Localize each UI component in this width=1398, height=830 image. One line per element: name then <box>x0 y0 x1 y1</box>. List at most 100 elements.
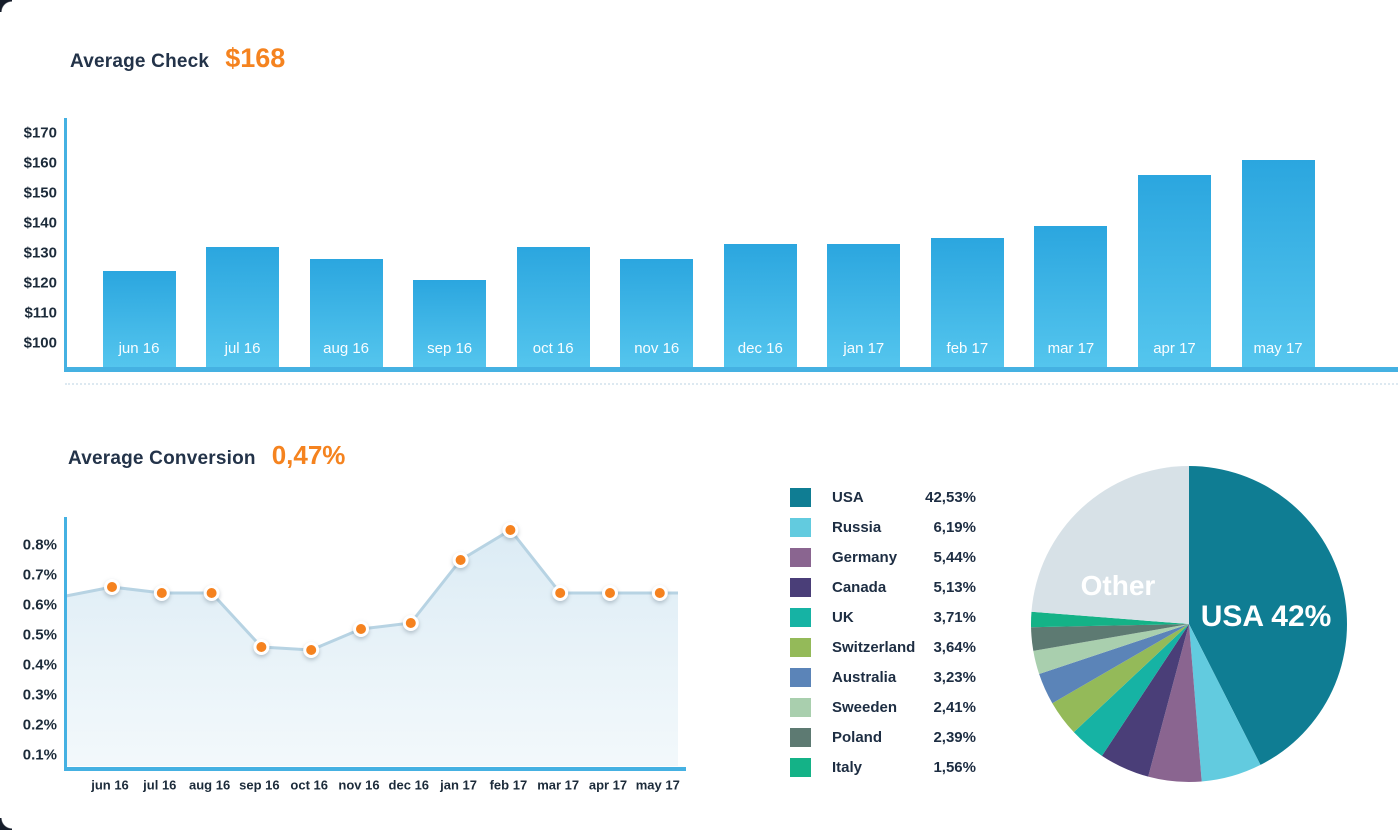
legend-country-name: Germany <box>832 548 898 566</box>
legend-item-poland[interactable]: Poland 2,39% <box>790 722 976 752</box>
line-x-tick-label: aug 16 <box>189 777 231 793</box>
line-x-tick-label: dec 16 <box>388 777 430 793</box>
bar-month-label: jul 16 <box>224 339 261 357</box>
bar-feb-17[interactable]: feb 17 <box>930 238 1004 369</box>
line-y-tick-label: 0.3% <box>22 686 57 704</box>
bar-jan-17[interactable]: jan 17 <box>827 244 901 369</box>
legend-item-italy[interactable]: Italy 1,56% <box>790 752 976 782</box>
legend-item-australia[interactable]: Australia 3,23% <box>790 662 976 692</box>
legend-swatch-italy <box>790 757 811 777</box>
legend-swatch-russia <box>790 517 811 537</box>
legend-item-canada[interactable]: Canada 5,13% <box>790 572 976 602</box>
pie-slice-canada[interactable] <box>1101 624 1189 777</box>
bar-dec-16[interactable]: dec 16 <box>723 244 797 369</box>
bar-may-17[interactable]: may 17 <box>1241 160 1315 369</box>
bar-nov-16[interactable]: nov 16 <box>620 259 694 369</box>
average-conversion-value: 0,47% <box>271 440 346 470</box>
bar-month-label: apr 17 <box>1153 339 1196 357</box>
legend-country-share: 3,64% <box>933 638 976 656</box>
legend-swatch-germany <box>790 547 811 567</box>
bar-month-label: oct 16 <box>532 339 574 357</box>
legend-country-name: Poland <box>832 728 883 746</box>
pie-slice-italy[interactable] <box>1031 611 1189 628</box>
line-x-tick-label: jun 16 <box>91 777 129 793</box>
pie-slice-poland[interactable] <box>1031 624 1189 651</box>
point-may-17[interactable] <box>651 585 668 601</box>
average-check-title: Average Check <box>70 51 210 72</box>
legend-country-name: Switzerland <box>832 638 916 656</box>
point-mar-17[interactable] <box>552 585 569 601</box>
pie-slice-sweeden[interactable] <box>1033 624 1189 675</box>
point-oct-16[interactable] <box>303 642 320 658</box>
line-x-tick-label: mar 17 <box>537 777 580 793</box>
legend-country-name: Sweeden <box>832 698 898 716</box>
average-conversion-header: Average Conversion 0,47% <box>68 440 345 471</box>
bar-jul-16[interactable]: jul 16 <box>206 247 280 369</box>
legend-country-share: 5,13% <box>933 578 976 596</box>
point-apr-17[interactable] <box>602 585 618 601</box>
point-nov-16[interactable] <box>353 621 369 637</box>
bar-aug-16[interactable]: aug 16 <box>309 259 383 369</box>
country-legend: USA 42,53% Russia 6,19% Germany 5,44% Canada 5,… <box>790 482 976 782</box>
bar-oct-16[interactable]: oct 16 <box>516 247 590 369</box>
legend-swatch-switzerland <box>790 637 811 657</box>
legend-country-share: 2,41% <box>933 698 976 716</box>
pie-slice-other[interactable] <box>1031 466 1189 624</box>
bar-y-tick-label: $160 <box>23 154 57 172</box>
bar-month-label: feb 17 <box>946 339 989 357</box>
legend-item-usa[interactable]: USA 42,53% <box>790 482 976 512</box>
bar-month-label: may 17 <box>1253 339 1303 357</box>
line-x-tick-label: apr 17 <box>588 777 628 793</box>
line-chart-line <box>65 528 678 652</box>
legend-swatch-australia <box>790 667 811 687</box>
legend-country-name: UK <box>832 608 854 626</box>
pie-slice-uk[interactable] <box>1073 624 1189 756</box>
pie-slice-usa[interactable] <box>1189 466 1347 765</box>
line-x-tick-label: may 17 <box>635 777 680 793</box>
bar-y-tick-label: $110 <box>24 304 57 322</box>
bar-y-tick-label: $120 <box>23 274 57 292</box>
line-y-tick-label: 0.4% <box>22 656 57 674</box>
line-x-tick-label: oct 16 <box>290 777 328 793</box>
pie-label-other: Other <box>1080 570 1156 601</box>
line-y-tick-label: 0.2% <box>22 716 57 734</box>
point-sep-16[interactable] <box>253 639 270 655</box>
legend-swatch-canada <box>790 577 811 597</box>
point-aug-16[interactable] <box>203 585 220 601</box>
pie-chart <box>1031 466 1347 782</box>
point-jan-17[interactable] <box>452 552 469 568</box>
bar-y-tick-label: $100 <box>23 334 57 352</box>
legend-item-germany[interactable]: Germany 5,44% <box>790 542 976 572</box>
pie-label-usa: USA 42% <box>1200 600 1332 633</box>
average-check-value: $168 <box>225 43 286 73</box>
point-feb-17[interactable] <box>502 522 519 538</box>
legend-item-uk[interactable]: UK 3,71% <box>790 602 976 632</box>
bar-month-label: sep 16 <box>427 339 473 357</box>
point-jul-16[interactable] <box>153 585 170 601</box>
legend-country-share: 3,23% <box>933 668 976 686</box>
line-chart <box>65 522 678 766</box>
bar-apr-17[interactable]: apr 17 <box>1138 175 1211 369</box>
legend-item-switzerland[interactable]: Switzerland 3,64% <box>790 632 976 662</box>
pie-slice-australia[interactable] <box>1039 624 1189 704</box>
bar-sep-16[interactable]: sep 16 <box>413 280 487 369</box>
pie-slice-russia[interactable] <box>1189 624 1261 782</box>
bar-mar-17[interactable]: mar 17 <box>1034 226 1108 369</box>
bar-chart-y-axis-line <box>64 118 67 369</box>
line-y-tick-label: 0.5% <box>22 626 57 644</box>
point-dec-16[interactable] <box>402 615 419 631</box>
legend-item-sweeden[interactable]: Sweeden 2,41% <box>790 692 976 722</box>
bar-month-label: dec 16 <box>737 339 783 357</box>
pie-slice-germany[interactable] <box>1148 624 1202 782</box>
line-x-tick-label: jul 16 <box>143 777 177 793</box>
legend-country-name: Canada <box>832 578 887 596</box>
bar-month-label: aug 16 <box>323 339 370 357</box>
pie-slice-switzerland[interactable] <box>1052 624 1189 733</box>
legend-country-name: Italy <box>832 758 863 776</box>
bar-month-label: mar 17 <box>1047 339 1095 357</box>
point-jun-16[interactable] <box>104 579 120 595</box>
legend-item-russia[interactable]: Russia 6,19% <box>790 512 976 542</box>
bar-jun-16[interactable]: jun 16 <box>102 271 176 369</box>
